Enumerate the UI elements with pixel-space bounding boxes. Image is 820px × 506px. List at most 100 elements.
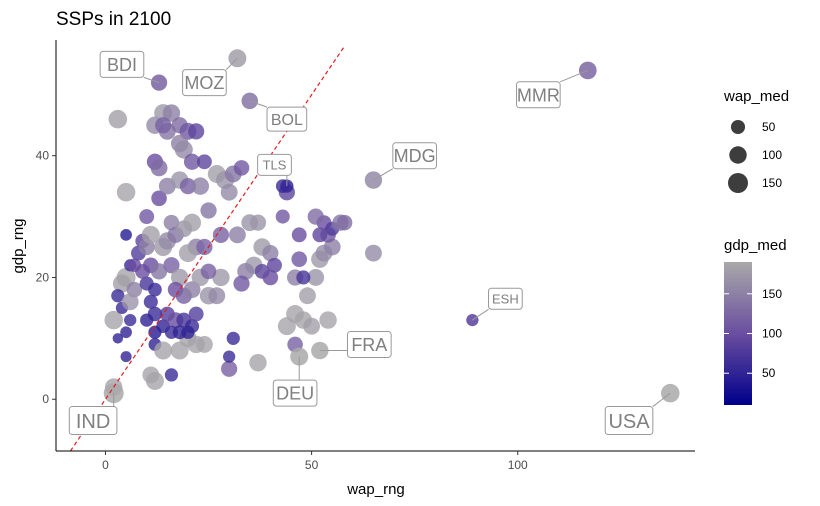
data-point xyxy=(164,368,179,382)
data-point xyxy=(223,350,236,363)
data-point xyxy=(228,226,246,244)
data-point xyxy=(140,313,154,327)
label-box xyxy=(257,153,292,176)
data-point xyxy=(188,306,204,322)
data-point xyxy=(183,281,201,299)
label-box xyxy=(516,81,561,109)
data-point xyxy=(135,263,151,279)
data-point xyxy=(196,238,213,256)
data-point xyxy=(179,178,197,195)
color-legend-label: 100 xyxy=(762,327,782,341)
data-point xyxy=(112,333,124,344)
data-point xyxy=(116,182,136,202)
data-point xyxy=(275,209,290,224)
y-axis-title: gdp_rng xyxy=(10,218,27,273)
point-label: MMR xyxy=(517,85,560,105)
data-point xyxy=(121,293,139,311)
data-point xyxy=(208,287,226,305)
data-point xyxy=(291,227,307,243)
data-point xyxy=(108,109,128,129)
data-point xyxy=(142,366,160,384)
data-point xyxy=(296,270,311,285)
size-legend-label: 150 xyxy=(762,176,782,190)
data-point xyxy=(307,208,324,225)
data-point xyxy=(150,159,168,177)
label-box xyxy=(346,330,392,358)
label-leader-line xyxy=(472,308,489,321)
label-box xyxy=(392,142,437,170)
point-label: IND xyxy=(76,411,110,433)
data-point xyxy=(249,214,267,231)
data-point xyxy=(195,336,213,353)
data-point xyxy=(112,274,131,293)
y-tick-label: 0 xyxy=(42,392,49,406)
x-tick-label: 50 xyxy=(305,458,319,472)
x-axis-title: wap_rng xyxy=(346,481,405,498)
size-legend: wap_med 50 100 150 xyxy=(723,88,789,193)
data-point xyxy=(174,140,193,159)
data-point xyxy=(200,202,217,219)
label-leader-line xyxy=(249,100,268,108)
data-point xyxy=(191,177,210,195)
data-point xyxy=(226,331,240,345)
x-tick-label: 100 xyxy=(508,458,528,472)
data-point xyxy=(111,289,125,303)
label-box xyxy=(487,287,523,310)
data-point xyxy=(120,228,132,241)
data-point xyxy=(148,282,162,297)
label-box xyxy=(272,379,318,407)
label-box xyxy=(99,50,145,78)
data-point xyxy=(154,341,173,360)
data-point xyxy=(307,269,325,286)
data-point xyxy=(178,244,197,263)
color-legend: gdp_med 50 100 150 xyxy=(724,237,787,405)
data-point xyxy=(323,238,341,256)
color-legend-label: 150 xyxy=(762,287,782,301)
label-leader-line xyxy=(559,69,589,83)
data-point xyxy=(196,154,212,170)
data-point xyxy=(162,104,181,122)
data-point xyxy=(183,213,202,232)
point-label: MDG xyxy=(394,146,436,166)
data-point xyxy=(183,153,201,170)
data-point xyxy=(163,257,180,274)
data-point xyxy=(267,257,282,273)
size-legend-key xyxy=(728,173,748,193)
y-ticks: 0 20 40 xyxy=(36,149,56,406)
label-leader-line xyxy=(373,168,394,181)
data-point xyxy=(188,123,205,140)
data-point xyxy=(212,226,230,243)
data-point xyxy=(181,325,195,339)
label-leader-line xyxy=(143,76,160,84)
point-label: FRA xyxy=(351,335,387,355)
data-point xyxy=(233,160,250,176)
data-point xyxy=(141,225,160,244)
data-point xyxy=(120,326,132,339)
x-ticks: 0 50 100 xyxy=(102,451,528,472)
data-point xyxy=(155,117,172,134)
data-point xyxy=(150,263,168,280)
data-point xyxy=(143,294,158,309)
point-label: BDI xyxy=(107,55,137,75)
data-point xyxy=(163,214,180,231)
label-leader-line xyxy=(225,57,238,70)
data-point xyxy=(249,353,267,372)
data-point xyxy=(104,310,123,330)
data-point xyxy=(233,275,250,292)
point-label: DEU xyxy=(276,384,314,404)
label-box xyxy=(266,106,308,132)
label-box xyxy=(68,406,118,436)
point-label: USA xyxy=(608,411,650,433)
y-tick-label: 40 xyxy=(36,149,50,163)
point-label: BOL xyxy=(271,112,303,129)
label-box xyxy=(604,406,654,436)
label-leader-line xyxy=(652,392,671,407)
data-point xyxy=(299,287,316,305)
data-point xyxy=(319,311,337,329)
size-legend-key xyxy=(730,119,746,135)
data-point xyxy=(312,227,328,243)
data-point xyxy=(262,244,279,262)
size-legend-label: 50 xyxy=(762,120,776,134)
color-legend-title: gdp_med xyxy=(724,237,787,254)
point-label: ESH xyxy=(492,291,519,306)
